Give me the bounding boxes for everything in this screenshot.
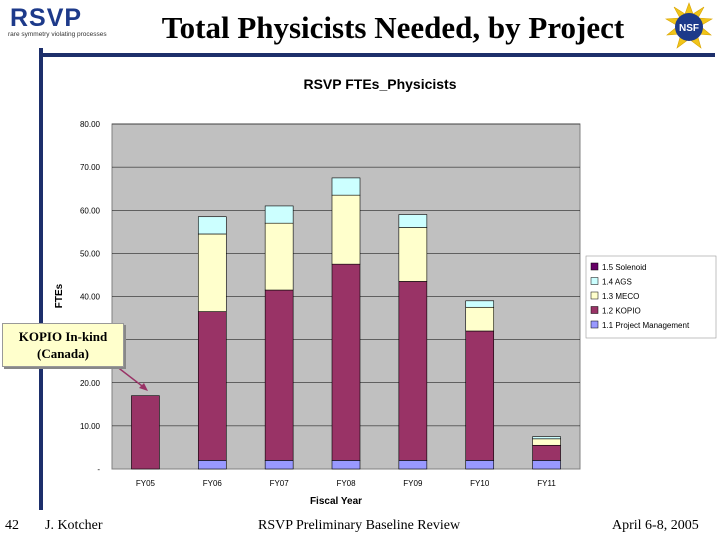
x-tick-label: FY05 [136, 479, 156, 488]
y-tick-label: 60.00 [80, 206, 101, 215]
rsvp-logo-text: RSVP [10, 4, 83, 32]
kopio-inkind-callout: KOPIO In-kind (Canada) [2, 323, 124, 367]
callout-line-1: KOPIO In-kind [18, 329, 108, 344]
x-axis-label: Fiscal Year [310, 496, 362, 507]
y-tick-label: 40.00 [80, 293, 101, 302]
bar-segment [331, 460, 361, 470]
legend-swatch [590, 306, 599, 314]
rsvp-logo: RSVP rare symmetry violating processes [4, 4, 108, 40]
legend: 1.5 Solenoid 1.4 AGS 1.3 MECO 1.2 KOPIO 1.1 … [585, 255, 717, 339]
legend-item: 1.3 MECO [602, 292, 639, 301]
bar-segment [131, 395, 160, 470]
y-tick-label: 20.00 [80, 379, 101, 388]
legend-item: 1.1 Project Management [602, 321, 690, 330]
bar-segment [532, 444, 561, 461]
legend-item: 1.4 AGS [602, 278, 632, 287]
bar-segment [465, 306, 495, 332]
x-tick-label: FY10 [470, 479, 490, 488]
legend-swatch [590, 320, 599, 329]
footer-date: April 6-8, 2005 [612, 518, 699, 533]
bar-segment [197, 311, 227, 461]
footer-author: J. Kotcher [45, 518, 103, 533]
y-tick-label: 10.00 [80, 422, 101, 431]
x-tick-label: FY06 [203, 479, 223, 488]
bar-segment [264, 205, 294, 224]
bar-segment [398, 281, 428, 461]
bar-segment [532, 438, 561, 446]
bar-segment [532, 460, 561, 470]
bar-segment [264, 460, 294, 470]
y-tick-label: 70.00 [80, 163, 101, 172]
y-axis-label: FTEs [54, 283, 65, 308]
bars [131, 177, 561, 470]
bar-segment [264, 222, 294, 291]
bar-segment [465, 330, 495, 461]
bar-segment [331, 194, 361, 265]
bar-segment [197, 216, 227, 235]
bar-segment [465, 460, 495, 470]
slide-title: Total Physicists Needed, by Project [161, 10, 625, 45]
stacked-bar-chart: RSVP FTEs_Physicists -10.0020.0030.0040.… [54, 76, 717, 507]
callout-line-2: (Canada) [36, 346, 89, 361]
chart-title: RSVP FTEs_Physicists [303, 76, 456, 92]
legend-swatch [590, 291, 599, 300]
bar-segment [465, 300, 495, 308]
bar-segment [331, 263, 361, 461]
y-tick-label: 50.00 [80, 249, 101, 258]
bar-segment [197, 460, 227, 470]
bar-segment [264, 289, 294, 461]
rsvp-logo-tagline: rare symmetry violating processes [8, 31, 107, 38]
x-axis-ticks: FY05 FY06 FY07 FY08 FY09 FY10 FY11 [136, 479, 557, 488]
title-rule-vertical [39, 48, 43, 510]
title-rule-horizontal [39, 53, 715, 57]
bar-segment [197, 233, 227, 312]
legend-swatch [590, 262, 599, 271]
x-tick-label: FY11 [537, 479, 556, 488]
nsf-logo-text: NSF [679, 23, 699, 34]
legend-swatch [590, 277, 599, 285]
y-tick-label: 80.00 [80, 120, 101, 129]
y-axis-ticks: -10.0020.0030.0040.0050.0060.0070.0080.0… [80, 120, 101, 474]
nsf-logo-icon: NSF [665, 2, 713, 49]
page-number: 42 [5, 518, 19, 533]
bar-segment [532, 436, 561, 440]
bar-segment [398, 460, 428, 470]
legend-item: 1.5 Solenoid [602, 263, 646, 272]
legend-box [585, 255, 717, 339]
bar-segment [331, 177, 361, 196]
x-tick-label: FY09 [403, 479, 423, 488]
footer-event: RSVP Preliminary Baseline Review [258, 518, 461, 533]
x-tick-label: FY08 [336, 479, 356, 488]
y-tick-label: - [97, 465, 100, 474]
bar-segment [398, 214, 428, 228]
bar-segment [398, 227, 428, 282]
x-tick-label: FY07 [270, 479, 290, 488]
legend-item: 1.2 KOPIO [602, 307, 641, 316]
